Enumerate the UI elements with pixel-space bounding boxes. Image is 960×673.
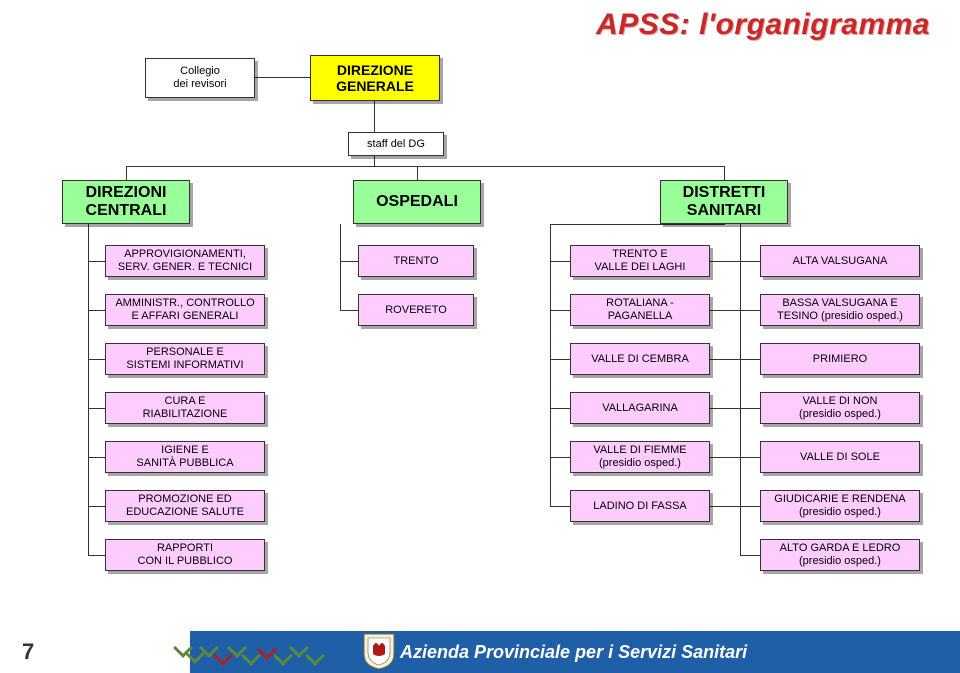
org-node-staff: staff del DG: [348, 132, 444, 156]
connector: [340, 310, 358, 311]
connector: [550, 224, 724, 225]
connector: [710, 310, 760, 311]
connector: [724, 224, 725, 225]
connector: [88, 408, 105, 409]
connector: [126, 166, 127, 180]
connector: [710, 359, 760, 360]
connector: [88, 359, 105, 360]
org-node-d1: TRENTO EVALLE DEI LAGHI: [570, 245, 710, 277]
page-number: 7: [22, 639, 34, 665]
slide-title: APSS: l'organigramma: [596, 8, 930, 42]
org-node-d5: VALLE DI FIEMME(presidio osped.): [570, 441, 710, 473]
connector: [710, 408, 760, 409]
connector: [88, 457, 105, 458]
org-node-collegio: Collegiodei revisori: [145, 58, 255, 98]
connector: [740, 555, 760, 556]
org-node-ospedali: OSPEDALI: [353, 180, 481, 224]
connector: [550, 408, 570, 409]
crest-icon: [362, 632, 396, 670]
org-node-d6: LADINO DI FASSA: [570, 490, 710, 522]
connector: [255, 77, 310, 78]
connector: [417, 166, 418, 180]
org-node-d2: ROTALIANA -PAGANELLA: [570, 294, 710, 326]
org-node-o2: ROVERETO: [358, 294, 474, 326]
connector: [550, 457, 570, 458]
org-node-e5: VALLE DI SOLE: [760, 441, 920, 473]
connector: [88, 506, 105, 507]
org-node-dircentrali: DIREZIONICENTRALI: [62, 180, 190, 224]
org-node-c6: PROMOZIONE EDEDUCAZIONE SALUTE: [105, 490, 265, 522]
org-node-e1: ALTA VALSUGANA: [760, 245, 920, 277]
chevron-icon: [305, 646, 325, 666]
connector: [550, 224, 551, 506]
connector: [740, 224, 741, 555]
org-node-e2: BASSA VALSUGANA ETESINO (presidio osped.…: [760, 294, 920, 326]
connector: [340, 224, 341, 310]
org-node-e3: PRIMIERO: [760, 343, 920, 375]
footer-left: 7: [0, 631, 190, 673]
org-node-e6: GIUDICARIE E RENDENA(presidio osped.): [760, 490, 920, 522]
connector: [88, 310, 105, 311]
org-node-o1: TRENTO: [358, 245, 474, 277]
connector: [710, 506, 760, 507]
org-node-direzione: DIREZIONEGENERALE: [310, 55, 440, 101]
org-node-d4: VALLAGARINA: [570, 392, 710, 424]
connector: [550, 506, 570, 507]
connector: [550, 310, 570, 311]
connector: [340, 261, 358, 262]
org-node-c4: CURA ERIABILITAZIONE: [105, 392, 265, 424]
org-node-distretti: DISTRETTISANITARI: [660, 180, 788, 224]
org-node-d3: VALLE DI CEMBRA: [570, 343, 710, 375]
connector: [710, 261, 760, 262]
footer-bar: 7 Azienda Provinciale per i Servizi Sani…: [0, 631, 960, 673]
footer-text: Azienda Provinciale per i Servizi Sanita…: [400, 642, 747, 663]
connector: [550, 261, 570, 262]
connector: [88, 555, 105, 556]
org-node-e7: ALTO GARDA E LEDRO(presidio osped.): [760, 539, 920, 571]
org-node-c2: AMMINISTR., CONTROLLOE AFFARI GENERALI: [105, 294, 265, 326]
org-node-c3: PERSONALE ESISTEMI INFORMATIVI: [105, 343, 265, 375]
org-node-e4: VALLE DI NON(presidio osped.): [760, 392, 920, 424]
footer-chevrons: [170, 631, 370, 673]
org-node-c7: RAPPORTICON IL PUBBLICO: [105, 539, 265, 571]
connector: [126, 166, 724, 167]
connector: [710, 457, 760, 458]
connector: [550, 359, 570, 360]
org-node-c5: IGIENE ESANITÀ PUBBLICA: [105, 441, 265, 473]
connector: [724, 166, 725, 180]
org-node-c1: APPROVIGIONAMENTI,SERV. GENER. E TECNICI: [105, 245, 265, 277]
connector: [88, 261, 105, 262]
